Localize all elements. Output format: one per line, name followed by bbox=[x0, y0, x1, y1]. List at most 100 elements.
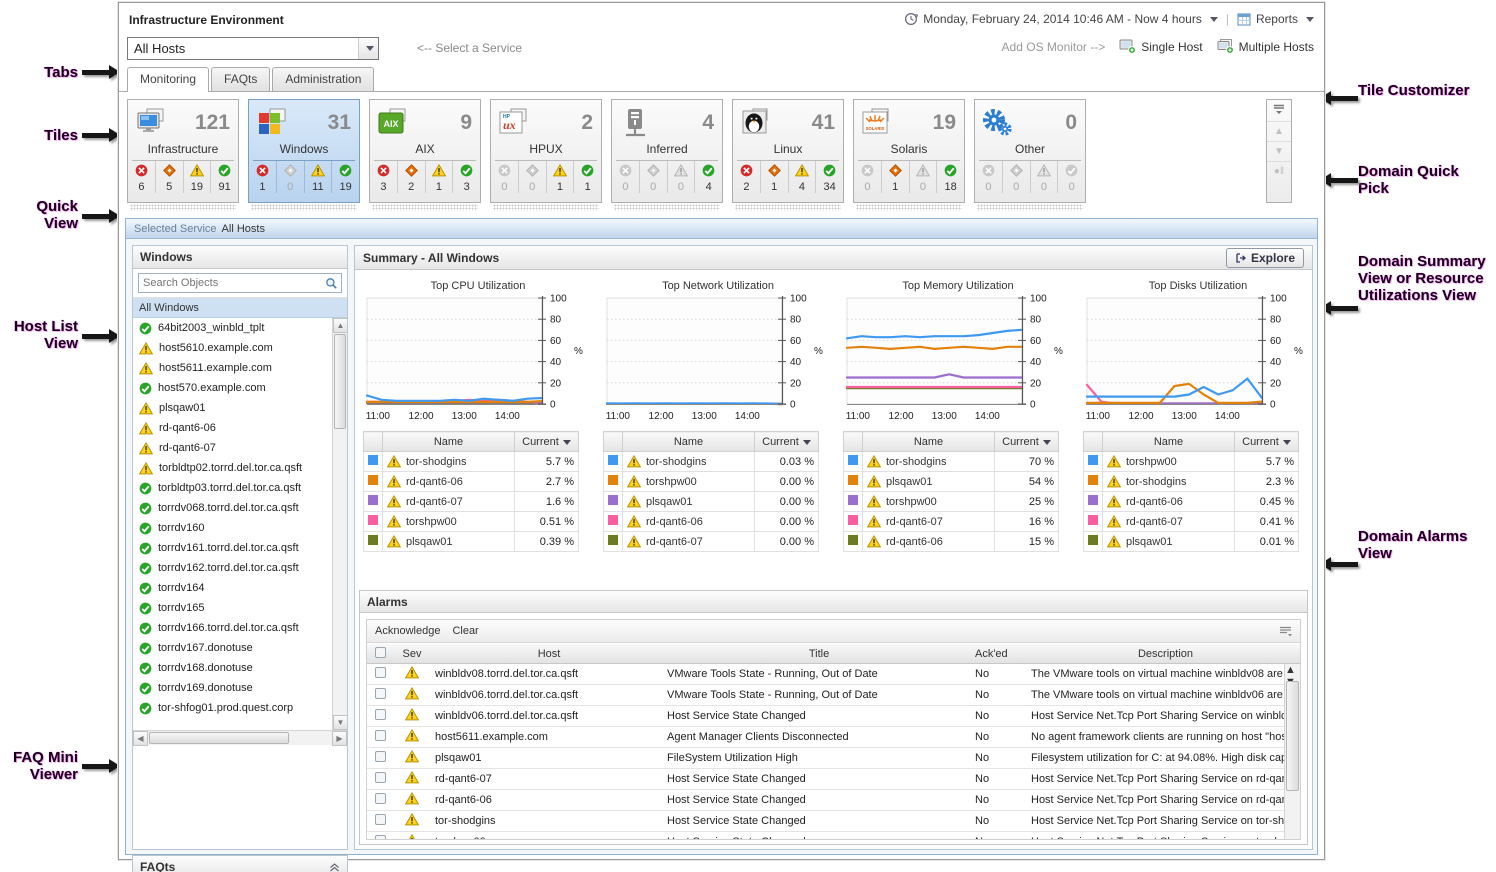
chart-table-row[interactable]: torshpw00 0.51 % bbox=[363, 511, 579, 532]
col-name[interactable]: Name bbox=[622, 431, 755, 452]
clear-button[interactable]: Clear bbox=[452, 625, 479, 637]
chart-table-row[interactable]: rd-qant6-06 2.7 % bbox=[363, 471, 579, 492]
host-item[interactable]: torrdv167.donotuse bbox=[133, 638, 334, 658]
host-item[interactable]: torrdv161.torrd.del.tor.ca.qsft bbox=[133, 538, 334, 558]
host-item[interactable]: host5610.example.com bbox=[133, 338, 334, 358]
chart-table-row[interactable]: rd-qant6-06 15 % bbox=[843, 531, 1059, 552]
alarm-checkbox[interactable] bbox=[367, 814, 393, 828]
alarm-checkbox[interactable] bbox=[367, 835, 393, 839]
chart-table-row[interactable]: rd-qant6-06 0.00 % bbox=[603, 511, 819, 532]
chart-table-row[interactable]: plsqaw01 0.00 % bbox=[603, 491, 819, 512]
dropdown-arrow-icon[interactable] bbox=[358, 38, 378, 59]
tile-windows[interactable]: 31 Windows 1 0 11 19 bbox=[248, 99, 360, 211]
alarm-checkbox[interactable] bbox=[367, 667, 393, 681]
collapse-icon[interactable] bbox=[329, 862, 340, 872]
chart-table-row[interactable]: plsqaw01 0.01 % bbox=[1083, 531, 1299, 552]
tile-pause-icon[interactable]: ●‖ bbox=[1273, 166, 1285, 177]
scroll-left-icon[interactable]: ◀ bbox=[133, 731, 148, 746]
col-current[interactable]: Current bbox=[1234, 431, 1299, 452]
host-item[interactable]: rd-qant6-07 bbox=[133, 438, 334, 458]
alarm-row[interactable]: rd-qant6-06 Host Service State Changed No H… bbox=[367, 790, 1284, 811]
select-all-checkbox[interactable] bbox=[367, 646, 393, 661]
chart-table-row[interactable]: plsqaw01 0.39 % bbox=[363, 531, 579, 552]
alarm-checkbox[interactable] bbox=[367, 688, 393, 702]
explore-button[interactable]: Explore bbox=[1225, 247, 1304, 268]
alarm-row[interactable]: plsqaw01 FileSystem Utilization High No Fil… bbox=[367, 748, 1284, 769]
search-input[interactable] bbox=[139, 277, 325, 289]
host-item[interactable]: torrdv164 bbox=[133, 578, 334, 598]
tab-monitoring[interactable]: Monitoring bbox=[127, 67, 210, 92]
single-host-button[interactable]: Single Host bbox=[1119, 39, 1203, 54]
host-item[interactable]: torrdv165 bbox=[133, 598, 334, 618]
alarm-row[interactable]: winbldv06.torrd.del.tor.ca.qsft Host Serv… bbox=[367, 706, 1284, 727]
host-item[interactable]: torrdv160 bbox=[133, 518, 334, 538]
alarm-row[interactable]: winbldv08.torrd.del.tor.ca.qsft VMware To… bbox=[367, 664, 1284, 685]
tile-customizer[interactable]: ▲ ▼ ●‖ bbox=[1266, 99, 1292, 203]
tile-aix[interactable]: AIX 9 AIX 3 2 1 3 bbox=[369, 99, 481, 211]
chevron-down-icon[interactable] bbox=[1306, 16, 1314, 22]
host-item[interactable]: torrdv068.torrd.del.tor.ca.qsft bbox=[133, 498, 334, 518]
chart-table-row[interactable]: rd-qant6-07 0.00 % bbox=[603, 531, 819, 552]
alarm-checkbox[interactable] bbox=[367, 793, 393, 807]
multiple-hosts-button[interactable]: Multiple Hosts bbox=[1217, 39, 1314, 54]
tab-administration[interactable]: Administration bbox=[272, 67, 375, 92]
tile-up-icon[interactable]: ▲ bbox=[1267, 122, 1291, 142]
tile-list-menu-icon[interactable] bbox=[1267, 100, 1291, 122]
alarm-row[interactable]: torshpw00Host Service State ChangedNoHos… bbox=[367, 832, 1284, 839]
col-name[interactable]: Name bbox=[862, 431, 995, 452]
tab-faqts[interactable]: FAQts bbox=[211, 67, 271, 92]
scroll-up-icon[interactable]: ▲ bbox=[333, 318, 347, 333]
chart-table-row[interactable]: tor-shodgins 0.03 % bbox=[603, 451, 819, 472]
alarm-row[interactable]: tor-shodgins Host Service State Changed No… bbox=[367, 811, 1284, 832]
acknowledge-button[interactable]: Acknowledge bbox=[375, 625, 441, 637]
tile-inferred[interactable]: 4 Inferred 0 0 0 4 bbox=[611, 99, 723, 211]
col-current[interactable]: Current bbox=[994, 431, 1059, 452]
host-item[interactable]: 64bit2003_winbld_tplt bbox=[133, 318, 334, 338]
col-current[interactable]: Current bbox=[754, 431, 819, 452]
col-title[interactable]: Title bbox=[808, 647, 830, 660]
alarm-checkbox[interactable] bbox=[367, 772, 393, 786]
host-item[interactable]: host5611.example.com bbox=[133, 358, 334, 378]
col-current[interactable]: Current bbox=[514, 431, 579, 452]
scroll-up-icon[interactable]: ▲ bbox=[1285, 664, 1296, 676]
scroll-thumb[interactable] bbox=[334, 334, 346, 429]
chart-table-row[interactable]: torshpw00 25 % bbox=[843, 491, 1059, 512]
chart-table-row[interactable]: tor-shodgins 70 % bbox=[843, 451, 1059, 472]
alarm-checkbox[interactable] bbox=[367, 730, 393, 744]
chevron-down-icon[interactable] bbox=[1209, 16, 1218, 22]
chart-table-row[interactable]: rd-qant6-07 16 % bbox=[843, 511, 1059, 532]
col-name[interactable]: Name bbox=[1102, 431, 1235, 452]
col-description[interactable]: Description bbox=[1137, 647, 1194, 660]
host-item[interactable]: torrdv169.donotuse bbox=[133, 678, 334, 698]
host-item[interactable]: torbldtp02.torrd.del.tor.ca.qsft bbox=[133, 458, 334, 478]
time-range-label[interactable]: Monday, February 24, 2014 10:46 AM - Now… bbox=[923, 12, 1202, 26]
host-list-vscrollbar[interactable]: ▲ ▼ bbox=[332, 318, 347, 730]
alarm-row[interactable]: winbldv06.torrd.del.tor.ca.qsft VMware To… bbox=[367, 685, 1284, 706]
host-item[interactable]: rd-qant6-06 bbox=[133, 418, 334, 438]
scroll-right-icon[interactable]: ▶ bbox=[332, 731, 347, 746]
col-sev[interactable]: Sev bbox=[402, 647, 422, 660]
chart-table-row[interactable]: torshpw00 0.00 % bbox=[603, 471, 819, 492]
tile-other[interactable]: 0 Other 0 0 0 0 bbox=[974, 99, 1086, 211]
scroll-thumb[interactable] bbox=[1286, 681, 1299, 791]
search-icon[interactable] bbox=[325, 277, 341, 290]
col-acked[interactable]: Ack'ed bbox=[975, 647, 1008, 660]
service-selector[interactable]: All Hosts bbox=[127, 37, 379, 60]
host-item[interactable]: torrdv166.torrd.del.tor.ca.qsft bbox=[133, 618, 334, 638]
col-name[interactable]: Name bbox=[382, 431, 515, 452]
chart-table-row[interactable]: rd-qant6-07 0.41 % bbox=[1083, 511, 1299, 532]
alarm-row[interactable]: rd-qant6-07 Host Service State Changed No H… bbox=[367, 769, 1284, 790]
host-item[interactable]: torbldtp03.torrd.del.tor.ca.qsft bbox=[133, 478, 334, 498]
host-item[interactable]: plsqaw01 bbox=[133, 398, 334, 418]
scroll-thumb[interactable] bbox=[149, 732, 289, 744]
tile-infrastructure[interactable]: 121 Infrastructure 6 5 19 91 bbox=[127, 99, 239, 211]
host-item[interactable]: host570.example.com bbox=[133, 378, 334, 398]
chart-table-row[interactable]: tor-shodgins 5.7 % bbox=[363, 451, 579, 472]
alarm-row[interactable]: host5611.example.com Agent Manager Client… bbox=[367, 727, 1284, 748]
chart-table-row[interactable]: torshpw00 5.7 % bbox=[1083, 451, 1299, 472]
host-group-all-windows[interactable]: All Windows bbox=[133, 298, 347, 318]
chart-table-row[interactable]: tor-shodgins 2.3 % bbox=[1083, 471, 1299, 492]
alarm-checkbox[interactable] bbox=[367, 709, 393, 723]
alarm-checkbox[interactable] bbox=[367, 751, 393, 765]
chart-table-row[interactable]: rd-qant6-07 1.6 % bbox=[363, 491, 579, 512]
